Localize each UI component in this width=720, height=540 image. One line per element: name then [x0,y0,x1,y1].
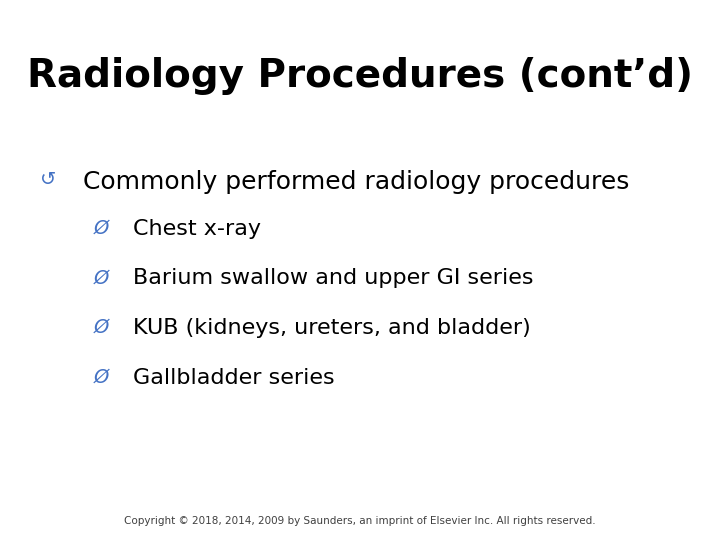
Text: Copyright © 2018, 2014, 2009 by Saunders, an imprint of Elsevier Inc. All rights: Copyright © 2018, 2014, 2009 by Saunders… [124,516,596,526]
Text: Commonly performed radiology procedures: Commonly performed radiology procedures [83,170,629,194]
Text: Ø: Ø [94,268,109,287]
Text: Barium swallow and upper GI series: Barium swallow and upper GI series [133,268,534,288]
Text: Radiology Procedures (cont’d): Radiology Procedures (cont’d) [27,57,693,94]
Text: Ø: Ø [94,318,109,337]
Text: Ø: Ø [94,368,109,387]
Text: Chest x-ray: Chest x-ray [133,219,261,239]
Text: ↺: ↺ [40,170,56,189]
Text: Ø: Ø [94,219,109,238]
Text: Gallbladder series: Gallbladder series [133,368,335,388]
Text: KUB (kidneys, ureters, and bladder): KUB (kidneys, ureters, and bladder) [133,318,531,338]
